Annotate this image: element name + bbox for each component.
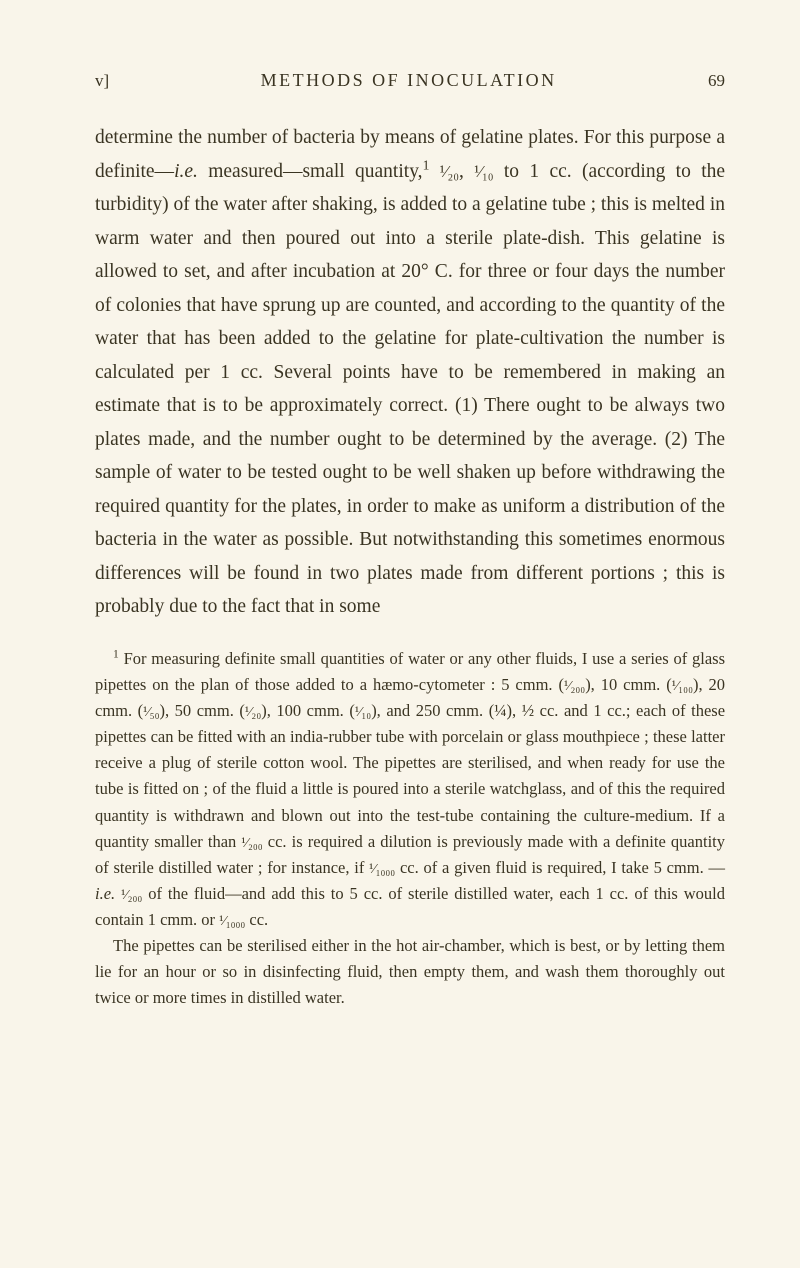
footnote-ref: 1 — [423, 157, 430, 172]
footnote-paragraph-2: The pipettes can be sterilised either in… — [95, 933, 725, 1011]
fraction: ¹⁄₂₀₀ — [564, 679, 585, 694]
main-paragraph: determine the number of bacteria by mean… — [95, 121, 725, 624]
fraction: ¹⁄₁₀ — [355, 705, 371, 720]
fraction: ¹⁄₁₀₀₀ — [219, 914, 245, 929]
page-number: 69 — [708, 71, 725, 91]
body-text: determine the number of bacteria by mean… — [95, 121, 725, 624]
fraction: ¹⁄₂₀₀ — [241, 836, 262, 851]
footnote-paragraph-1: 1 For measuring definite small quantitie… — [95, 646, 725, 933]
fraction: ¹⁄₂₀ — [245, 705, 261, 720]
section-marker: v] — [95, 71, 109, 91]
running-title: METHODS OF INOCULATION — [109, 70, 708, 91]
footnote: 1 For measuring definite small quantitie… — [95, 646, 725, 1011]
fraction: ¹⁄₁₀ — [474, 162, 493, 181]
page-header: v] METHODS OF INOCULATION 69 — [95, 70, 725, 91]
fraction: ¹⁄₂₀ — [440, 162, 459, 181]
fraction: ¹⁄₁₀₀ — [672, 679, 693, 694]
italic-ie: i.e. — [174, 161, 198, 182]
fraction: ¹⁄₂₀₀ — [121, 888, 142, 903]
footnote-marker: 1 — [113, 648, 119, 660]
fraction: ¹⁄₁₀₀₀ — [369, 862, 395, 877]
fraction: ¹⁄₅₀ — [143, 705, 159, 720]
italic-ie: i.e. — [95, 884, 115, 903]
